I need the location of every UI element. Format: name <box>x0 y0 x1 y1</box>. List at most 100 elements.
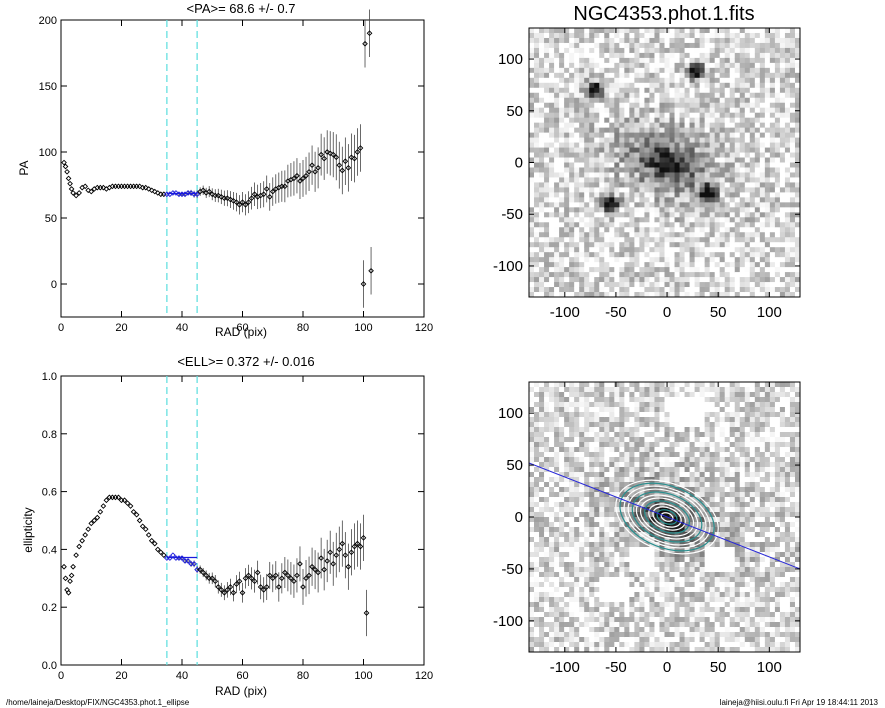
ell-point <box>306 572 312 579</box>
img2-ytick-label: 100 <box>498 405 523 422</box>
ell-point <box>188 561 194 567</box>
ell-point <box>227 584 234 590</box>
ell-point <box>291 578 297 585</box>
ell-point <box>354 540 361 547</box>
ell-point <box>294 572 300 579</box>
ell-point <box>94 514 101 521</box>
img1-xtick-label: 100 <box>757 304 782 321</box>
img2-xtick-label: -50 <box>605 659 627 676</box>
ell-point <box>182 558 188 564</box>
pa-point <box>127 183 134 190</box>
pa-title: <PA>= 68.6 +/- 0.7 <box>187 1 296 16</box>
ell-point <box>148 537 155 544</box>
ell-point <box>67 578 73 585</box>
ell-point <box>82 532 89 538</box>
pa-point <box>312 168 318 175</box>
pa-point <box>109 183 116 190</box>
ell-point <box>288 575 294 582</box>
ell-point <box>115 494 122 501</box>
ell-ticks: 0 20 40 60 80 100 120 0.0 0.2 0.4 0.6 0.8 1.0 <box>42 371 433 682</box>
pa-ylabel: PA <box>17 160 31 175</box>
ell-point <box>257 584 264 590</box>
pa-point <box>206 188 213 195</box>
ell-ytick-label: 0.0 <box>42 660 57 672</box>
ell-point <box>221 589 228 596</box>
ell-point <box>112 494 119 501</box>
ell-point <box>139 523 146 530</box>
pa-point <box>157 191 164 198</box>
ell-point <box>85 526 92 533</box>
ell-point <box>161 552 167 559</box>
ell-point <box>130 508 137 515</box>
pa-range-lines <box>166 20 198 317</box>
ell-point <box>100 503 107 509</box>
pa-point <box>62 163 69 170</box>
ell-point <box>109 494 116 501</box>
pa-point <box>368 267 374 274</box>
img2-ytick-label: 50 <box>506 457 523 474</box>
pa-points <box>61 9 374 308</box>
pa-point <box>354 149 361 155</box>
ell-point <box>324 558 331 564</box>
ell-point <box>133 511 140 518</box>
ell-range-lines <box>166 376 198 665</box>
pa-point <box>242 201 249 208</box>
pa-point <box>115 183 122 190</box>
pa-xtick-label: 40 <box>176 322 188 334</box>
pa-ticks: 0 20 40 60 80 100 120 0 50 100 150 200 <box>39 15 434 334</box>
ell-point <box>318 555 324 561</box>
ell-point <box>61 563 67 570</box>
pa-xtick-label: 80 <box>297 322 309 334</box>
pa-point <box>64 168 70 175</box>
img1-xtick-label: -100 <box>550 304 580 321</box>
ell-point <box>236 578 243 585</box>
pa-ytick-label: 0 <box>51 279 57 291</box>
img1-ytick-label: -50 <box>501 206 523 223</box>
ell-point <box>242 575 249 582</box>
ell-point <box>345 563 352 570</box>
pa-point <box>221 195 228 202</box>
ell-point <box>151 540 158 547</box>
ell-xtick-label: 40 <box>176 670 188 682</box>
img1-xtick-label: 0 <box>663 304 671 321</box>
ell-point <box>142 526 149 533</box>
ell-point <box>79 537 86 544</box>
ell-axes-frame <box>60 375 425 666</box>
pa-xtick-label: 120 <box>415 322 433 334</box>
ell-point <box>215 584 222 590</box>
fits-image-panel: NGC4353.phot.1.fits -100 -50 0 50 100100500-… <box>493 3 801 321</box>
ell-point <box>360 535 367 541</box>
pa-point <box>133 183 140 190</box>
pa-point <box>345 165 352 171</box>
pa-point <box>333 154 340 161</box>
pa-ytick-label: 100 <box>39 147 57 159</box>
ell-point <box>363 610 370 616</box>
ell-point <box>348 549 355 556</box>
pa-point <box>97 184 104 191</box>
pa-point <box>306 168 312 175</box>
pa-point <box>112 183 119 190</box>
pa-point <box>351 155 358 162</box>
ell-point <box>272 572 279 579</box>
pa-point <box>73 192 79 199</box>
ell-point <box>339 540 346 547</box>
ell-point <box>260 587 267 593</box>
ell-point <box>206 575 213 582</box>
pa-point <box>297 178 303 184</box>
ell-point <box>62 575 69 582</box>
pa-point <box>339 167 346 174</box>
pa-point <box>94 184 101 191</box>
pa-point <box>318 151 324 158</box>
pa-axes-frame <box>60 19 425 318</box>
pa-point <box>179 191 185 198</box>
pa-point <box>330 151 337 158</box>
ell-point <box>342 552 349 559</box>
ell-point <box>224 587 231 593</box>
pa-xtick-label: 0 <box>58 322 64 334</box>
pa-point <box>251 191 258 198</box>
ell-ytick-label: 0.6 <box>42 487 57 499</box>
pa-point <box>194 191 200 198</box>
pa-point <box>68 186 75 192</box>
pa-ytick-label: 200 <box>39 15 57 27</box>
ell-point <box>269 575 276 582</box>
